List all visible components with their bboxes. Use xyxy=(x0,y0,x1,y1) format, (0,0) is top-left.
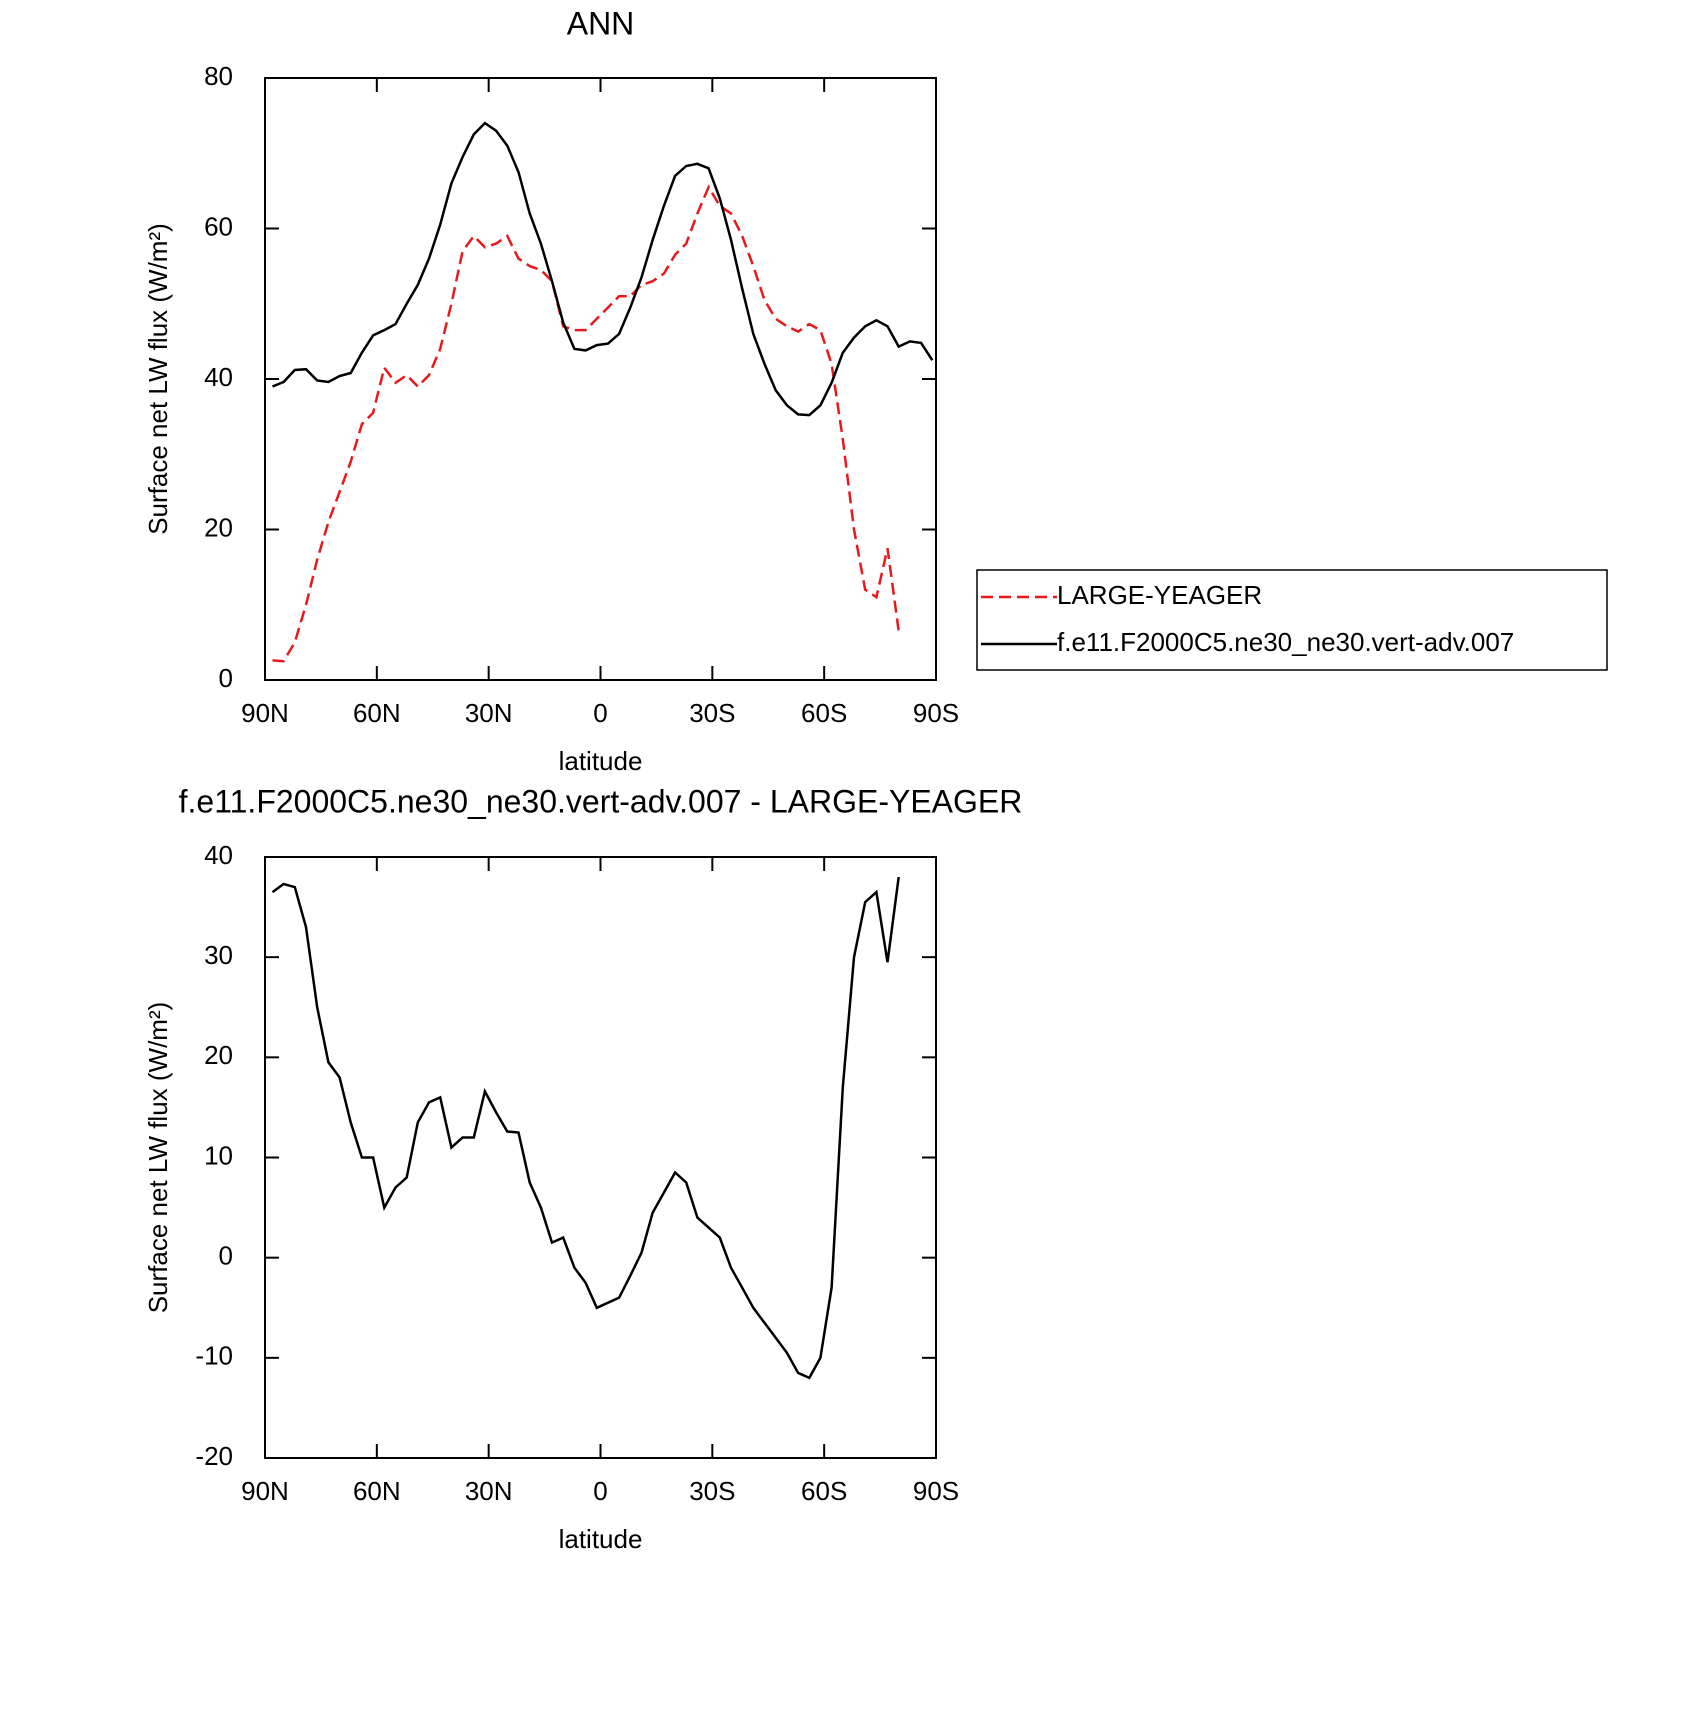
legend-label: f.e11.F2000C5.ne30_ne30.vert-adv.007 xyxy=(1057,627,1514,657)
y-tick-label: 20 xyxy=(204,1040,233,1070)
y-tick-label: 40 xyxy=(204,362,233,392)
data-line xyxy=(271,876,900,1380)
chart: ANN 0 20 40 60 80 90N 60N 30N 0 30S 60S 90S latitude S… xyxy=(143,5,1608,776)
x-tick-label: 90S xyxy=(913,1476,959,1506)
y-tick-label: 0 xyxy=(219,1241,233,1271)
y-tick-label: -20 xyxy=(195,1441,233,1471)
x-tick-label: 60S xyxy=(801,1476,847,1506)
y-tick-label: 20 xyxy=(204,512,233,542)
chart-title: ANN xyxy=(567,5,635,41)
x-axis-label: latitude xyxy=(559,746,643,776)
x-axis-label: latitude xyxy=(559,1524,643,1554)
y-tick-label: 40 xyxy=(204,840,233,870)
data-line xyxy=(272,184,900,663)
legend-label: LARGE-YEAGER xyxy=(1057,580,1262,610)
plot-frame xyxy=(264,77,937,681)
x-tick-label: 90N xyxy=(241,698,289,728)
x-tick-label: 60N xyxy=(353,1476,401,1506)
x-tick-label: 30N xyxy=(465,698,513,728)
data-line xyxy=(272,121,934,417)
y-tick-label: -10 xyxy=(195,1341,233,1371)
y-tick-label: 60 xyxy=(204,211,233,241)
y-tick-label: 30 xyxy=(204,940,233,970)
x-tick-label: 30N xyxy=(465,1476,513,1506)
x-tick-label: 30S xyxy=(689,698,735,728)
chart: f.e11.F2000C5.ne30_ne30.vert-adv.007 - L… xyxy=(143,783,1022,1553)
y-tick-label: 10 xyxy=(204,1140,233,1170)
x-tick-label: 90N xyxy=(241,1476,289,1506)
y-tick-label: 0 xyxy=(219,663,233,693)
x-tick-label: 60N xyxy=(353,698,401,728)
chart-title: f.e11.F2000C5.ne30_ne30.vert-adv.007 - L… xyxy=(179,783,1023,819)
y-tick-label: 80 xyxy=(204,61,233,91)
legend-box xyxy=(976,569,1608,671)
x-tick-label: 90S xyxy=(913,698,959,728)
legend: LARGE-YEAGER f.e11.F2000C5.ne30_ne30.vert… xyxy=(976,569,1608,671)
x-tick-label: 0 xyxy=(593,698,607,728)
y-axis-label: Surface net LW flux (W/m²) xyxy=(143,223,173,535)
x-tick-label: 30S xyxy=(689,1476,735,1506)
x-tick-label: 60S xyxy=(801,698,847,728)
y-axis-label: Surface net LW flux (W/m²) xyxy=(143,1002,173,1314)
x-tick-label: 0 xyxy=(593,1476,607,1506)
